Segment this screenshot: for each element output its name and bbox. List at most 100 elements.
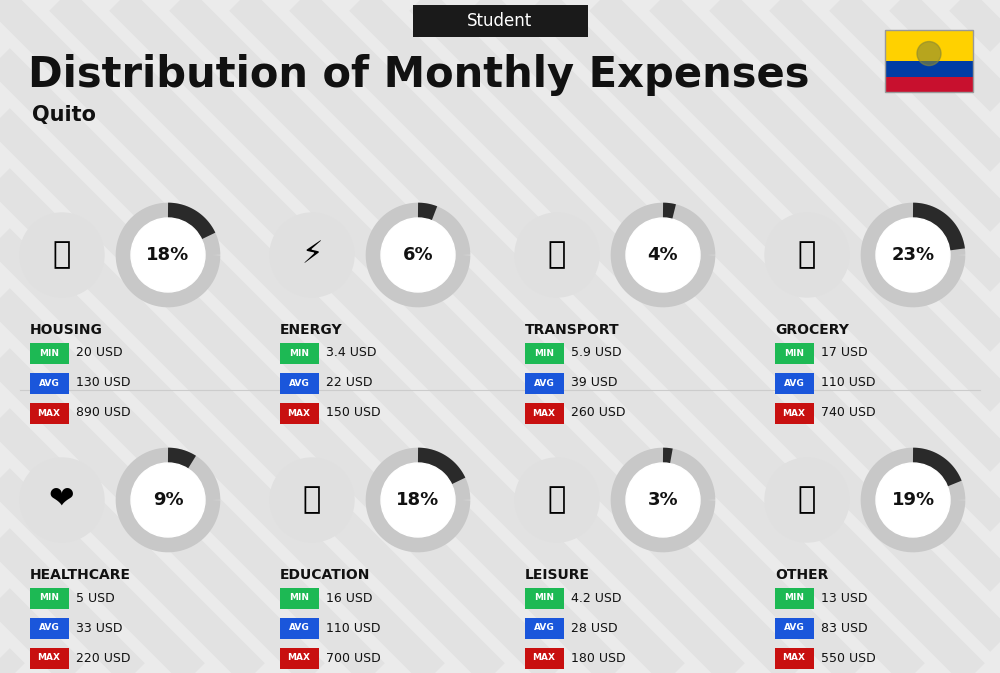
- FancyBboxPatch shape: [280, 588, 318, 608]
- Text: 28 USD: 28 USD: [571, 621, 618, 635]
- Text: AVG: AVG: [784, 623, 804, 633]
- Text: MIN: MIN: [784, 349, 804, 357]
- FancyBboxPatch shape: [774, 618, 814, 639]
- Text: AVG: AVG: [534, 378, 554, 388]
- FancyBboxPatch shape: [524, 618, 564, 639]
- Text: 20 USD: 20 USD: [76, 347, 123, 359]
- Circle shape: [270, 458, 354, 542]
- Text: 🛒: 🛒: [798, 240, 816, 269]
- FancyBboxPatch shape: [524, 343, 564, 363]
- Text: EDUCATION: EDUCATION: [280, 568, 370, 582]
- Text: MIN: MIN: [39, 594, 59, 602]
- Text: TRANSPORT: TRANSPORT: [525, 323, 620, 337]
- Circle shape: [381, 218, 455, 292]
- FancyBboxPatch shape: [885, 61, 973, 77]
- Text: MIN: MIN: [784, 594, 804, 602]
- Text: Quito: Quito: [32, 105, 96, 125]
- Circle shape: [626, 463, 700, 537]
- Text: AVG: AVG: [534, 623, 554, 633]
- Text: 💰: 💰: [798, 485, 816, 514]
- Text: AVG: AVG: [39, 378, 59, 388]
- FancyBboxPatch shape: [30, 618, 68, 639]
- Text: 550 USD: 550 USD: [821, 651, 876, 664]
- Text: Distribution of Monthly Expenses: Distribution of Monthly Expenses: [28, 54, 810, 96]
- Text: ⚡: ⚡: [301, 240, 323, 269]
- Text: ENERGY: ENERGY: [280, 323, 343, 337]
- Text: 39 USD: 39 USD: [571, 376, 618, 390]
- Circle shape: [515, 213, 599, 297]
- Text: 18%: 18%: [146, 246, 190, 264]
- Text: 260 USD: 260 USD: [571, 406, 626, 419]
- FancyBboxPatch shape: [280, 343, 318, 363]
- Text: 110 USD: 110 USD: [326, 621, 380, 635]
- Circle shape: [131, 463, 205, 537]
- FancyBboxPatch shape: [30, 647, 68, 668]
- Text: 16 USD: 16 USD: [326, 592, 372, 604]
- Text: 9%: 9%: [153, 491, 183, 509]
- FancyBboxPatch shape: [30, 343, 68, 363]
- FancyBboxPatch shape: [280, 647, 318, 668]
- Text: 5.9 USD: 5.9 USD: [571, 347, 622, 359]
- FancyBboxPatch shape: [524, 372, 564, 394]
- Text: 🏢: 🏢: [53, 240, 71, 269]
- FancyBboxPatch shape: [524, 588, 564, 608]
- Text: AVG: AVG: [289, 623, 309, 633]
- Text: 33 USD: 33 USD: [76, 621, 122, 635]
- FancyBboxPatch shape: [774, 588, 814, 608]
- Circle shape: [20, 458, 104, 542]
- Text: MAX: MAX: [782, 653, 806, 662]
- FancyBboxPatch shape: [280, 618, 318, 639]
- Text: 23%: 23%: [891, 246, 935, 264]
- Text: 3%: 3%: [648, 491, 678, 509]
- FancyBboxPatch shape: [30, 372, 68, 394]
- FancyBboxPatch shape: [774, 343, 814, 363]
- Text: 17 USD: 17 USD: [821, 347, 868, 359]
- Circle shape: [876, 218, 950, 292]
- Text: MAX: MAX: [782, 409, 806, 417]
- Text: MIN: MIN: [289, 349, 309, 357]
- Text: AVG: AVG: [784, 378, 804, 388]
- Text: MAX: MAX: [532, 409, 556, 417]
- Text: MIN: MIN: [289, 594, 309, 602]
- Circle shape: [515, 458, 599, 542]
- Text: MIN: MIN: [534, 594, 554, 602]
- Circle shape: [626, 218, 700, 292]
- Text: 220 USD: 220 USD: [76, 651, 130, 664]
- FancyBboxPatch shape: [30, 402, 68, 423]
- Text: 130 USD: 130 USD: [76, 376, 130, 390]
- Circle shape: [270, 213, 354, 297]
- Text: MIN: MIN: [534, 349, 554, 357]
- Text: MAX: MAX: [532, 653, 556, 662]
- Text: 150 USD: 150 USD: [326, 406, 381, 419]
- FancyBboxPatch shape: [774, 402, 814, 423]
- FancyBboxPatch shape: [280, 372, 318, 394]
- Text: 890 USD: 890 USD: [76, 406, 131, 419]
- Text: 5 USD: 5 USD: [76, 592, 115, 604]
- FancyBboxPatch shape: [774, 372, 814, 394]
- Text: 3.4 USD: 3.4 USD: [326, 347, 376, 359]
- FancyBboxPatch shape: [524, 402, 564, 423]
- FancyBboxPatch shape: [524, 647, 564, 668]
- Text: OTHER: OTHER: [775, 568, 828, 582]
- Text: HEALTHCARE: HEALTHCARE: [30, 568, 131, 582]
- Text: Student: Student: [467, 12, 533, 30]
- Text: 🎓: 🎓: [303, 485, 321, 514]
- Text: 4.2 USD: 4.2 USD: [571, 592, 622, 604]
- FancyBboxPatch shape: [774, 647, 814, 668]
- Text: 83 USD: 83 USD: [821, 621, 868, 635]
- Text: AVG: AVG: [289, 378, 309, 388]
- FancyBboxPatch shape: [885, 77, 973, 92]
- Text: MAX: MAX: [288, 653, 310, 662]
- Circle shape: [876, 463, 950, 537]
- Text: 4%: 4%: [648, 246, 678, 264]
- Text: 180 USD: 180 USD: [571, 651, 626, 664]
- Text: 🚌: 🚌: [548, 240, 566, 269]
- Text: MAX: MAX: [38, 409, 60, 417]
- Text: MAX: MAX: [288, 409, 310, 417]
- FancyBboxPatch shape: [30, 588, 68, 608]
- Text: HOUSING: HOUSING: [30, 323, 103, 337]
- Text: 740 USD: 740 USD: [821, 406, 876, 419]
- Text: MIN: MIN: [39, 349, 59, 357]
- FancyBboxPatch shape: [413, 5, 588, 37]
- Circle shape: [765, 213, 849, 297]
